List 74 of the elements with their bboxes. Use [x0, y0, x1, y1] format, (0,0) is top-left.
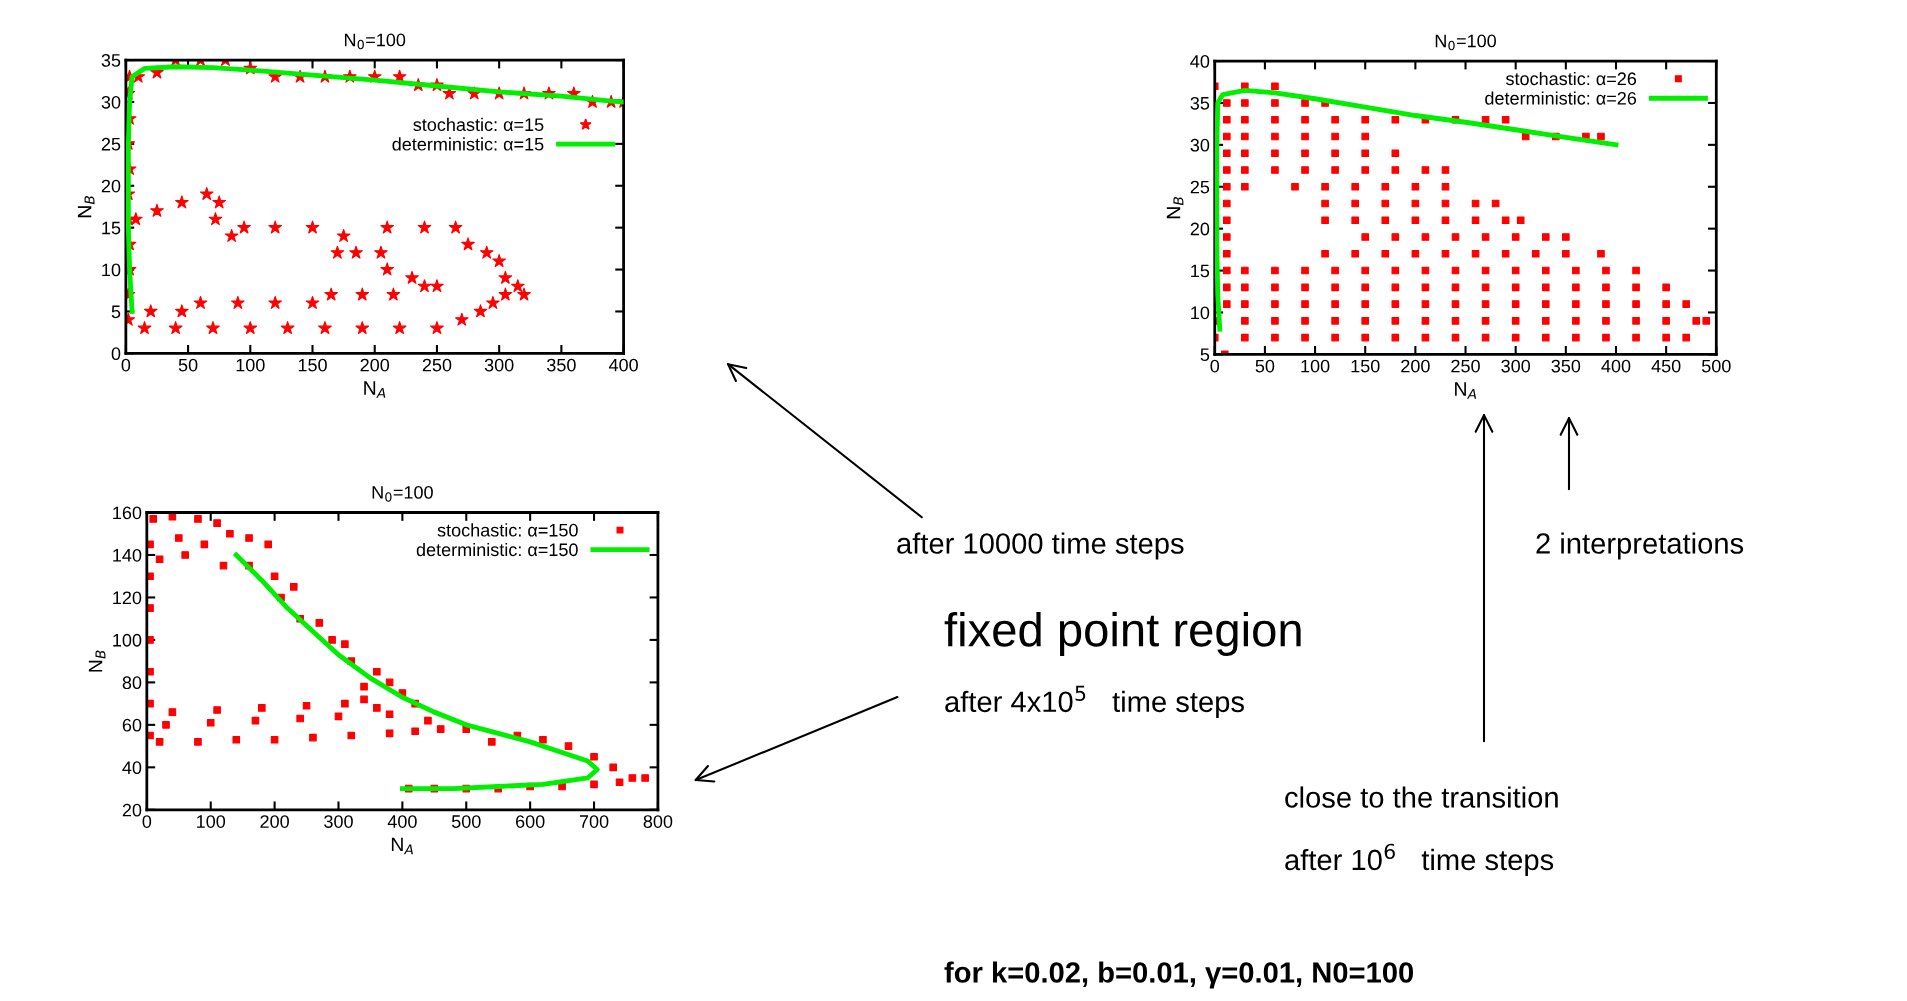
x-tick-label: 250 — [422, 358, 452, 372]
y-tick-label: 35 — [101, 53, 121, 67]
y-tick-label: 120 — [113, 591, 142, 605]
x-tick-label: 700 — [579, 815, 609, 828]
y-axis-title: N$_{B}$ — [1166, 197, 1184, 219]
y-tick-label: 80 — [122, 676, 142, 690]
y-axis-title: N$_{B}$ — [88, 650, 106, 672]
y-tick-label: 25 — [1190, 180, 1210, 194]
legend-label: stochastic: α=26 — [1505, 71, 1637, 86]
y-tick-label: 20 — [101, 179, 121, 193]
y-tick-label: 20 — [122, 803, 142, 817]
x-tick-label: 300 — [1501, 359, 1531, 373]
legend-label: deterministic: α=26 — [1485, 91, 1637, 105]
x-tick-label: 500 — [1701, 359, 1731, 373]
text: after 10$^{6}$ time steps — [1285, 843, 1554, 877]
chart-title: N$_{0}$=100 — [1435, 34, 1496, 51]
x-tick-label: 500 — [451, 815, 481, 828]
y-tick-label: 20 — [1190, 222, 1210, 236]
y-tick-label: 25 — [101, 137, 121, 151]
y-tick-label: 5 — [1200, 348, 1210, 362]
y-tick-label: 10 — [1191, 306, 1210, 320]
y-tick-label: 160 — [113, 506, 142, 520]
text: 2 interpretations — [1536, 532, 1744, 560]
x-tick-label: 400 — [608, 358, 638, 372]
x-tick-label: 800 — [643, 815, 673, 828]
x-tick-label: 450 — [1651, 359, 1681, 373]
x-tick-label: 100 — [236, 358, 265, 372]
legend-label: deterministic: α=15 — [392, 137, 544, 151]
x-tick-label: 350 — [547, 358, 576, 372]
x-tick-label: 400 — [1601, 359, 1631, 373]
y-tick-label: 35 — [1190, 96, 1210, 110]
x-tick-label: 100 — [1301, 359, 1330, 373]
x-tick-label: 350 — [1551, 359, 1581, 373]
x-tick-label: 300 — [324, 815, 353, 828]
text: after 4x10$^{5}$ time steps — [945, 685, 1244, 718]
y-axis-title: N$_{B}$ — [77, 196, 95, 218]
y-tick-label: 30 — [101, 95, 121, 109]
text: after 10000 time steps — [897, 532, 1184, 560]
x-tick-label: 150 — [298, 358, 327, 372]
x-tick-label: 400 — [387, 815, 417, 828]
y-tick-label: 40 — [1190, 55, 1210, 68]
y-tick-label: 5 — [111, 305, 121, 319]
x-tick-label: 50 — [178, 358, 198, 372]
y-tick-label: 30 — [1190, 138, 1210, 152]
text: fixed point region — [944, 611, 1301, 657]
x-tick-label: 600 — [516, 815, 545, 828]
y-tick-label: 15 — [102, 221, 121, 235]
y-tick-label: 15 — [1191, 264, 1210, 278]
y-tick-label: 140 — [113, 548, 142, 562]
legend-label: stochastic: α=15 — [413, 117, 544, 132]
x-tick-label: 50 — [1255, 359, 1275, 373]
text: for k=0.02, b=0.01, γ=0.01, N0=100 — [944, 961, 1414, 989]
chart-title: N$_{0}$=100 — [372, 485, 433, 502]
x-axis-title: N$_{A}$ — [391, 837, 413, 855]
x-tick-label: 150 — [1351, 359, 1380, 373]
x-axis-title: N$_{A}$ — [364, 381, 386, 398]
chart-title: N$_{0}$=100 — [344, 33, 406, 50]
legend-label: stochastic: α=150 — [437, 523, 578, 537]
x-axis-title: N$_{A}$ — [1455, 382, 1477, 399]
x-tick-label: 200 — [360, 358, 390, 372]
legend-label: deterministic: α=150 — [416, 542, 578, 557]
y-tick-label: 60 — [122, 718, 142, 732]
x-tick-label: 100 — [197, 815, 226, 828]
text: close to the transition — [1285, 786, 1558, 808]
x-tick-label: 0 — [142, 815, 152, 828]
y-tick-label: 100 — [113, 633, 142, 647]
x-tick-label: 200 — [260, 815, 289, 828]
y-tick-label: 40 — [122, 761, 142, 775]
x-tick-label: 250 — [1451, 359, 1480, 373]
x-tick-label: 200 — [1401, 359, 1430, 373]
x-tick-label: 300 — [484, 358, 514, 372]
x-tick-label: 0 — [1210, 359, 1220, 373]
y-tick-label: 0 — [111, 347, 121, 361]
y-tick-label: 10 — [102, 263, 121, 277]
